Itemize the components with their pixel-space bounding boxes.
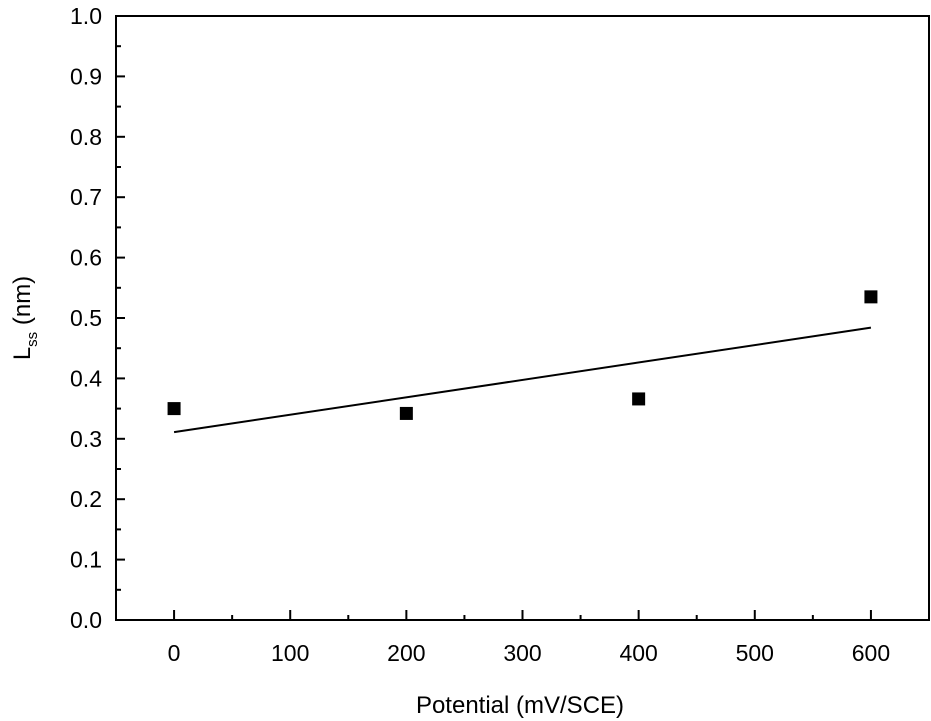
y-tick-label: 0.8	[70, 124, 102, 150]
x-tick-label: 600	[852, 640, 890, 666]
x-tick-label: 400	[619, 640, 657, 666]
y-tick-label: 0.1	[70, 547, 102, 573]
y-tick-label: 1.0	[70, 3, 102, 29]
y-axis-title-subscript: ss	[24, 332, 41, 347]
data-points	[167, 290, 878, 420]
y-tick-label: 0.3	[70, 426, 102, 452]
plot-frame	[115, 15, 930, 621]
fit-line-layer	[173, 326, 872, 434]
y-axis-ticks: 0.0 0.1 0.2 0.3 0.4 0.5 0.6 0.7 0.8 0.9 1.0	[70, 3, 125, 633]
y-tick-label: 0.9	[70, 63, 102, 89]
x-tick-label: 500	[736, 640, 774, 666]
x-tick-label: 200	[387, 640, 425, 666]
x-axis-title: Potential (mV/SCE)	[416, 692, 624, 719]
y-axis-title-unit: (nm)	[9, 276, 36, 332]
fit-line	[173, 326, 872, 434]
y-tick-label: 0.7	[70, 184, 102, 210]
y-axis-title-main: L	[9, 347, 36, 360]
y-tick-label: 0.2	[70, 486, 102, 512]
data-point	[864, 290, 878, 304]
y-tick-label: 0.4	[70, 365, 102, 391]
x-tick-label: 100	[271, 640, 309, 666]
x-axis-ticks: 0 100 200 300 400 500 600	[168, 610, 890, 666]
data-point	[632, 392, 646, 406]
data-point	[167, 402, 181, 416]
y-tick-label: 0.5	[70, 305, 102, 331]
y-tick-label: 0.0	[70, 607, 102, 633]
y-tick-label: 0.6	[70, 245, 102, 271]
data-point	[399, 406, 413, 420]
x-tick-label: 300	[503, 640, 541, 666]
y-axis-title: Lss (nm)	[9, 276, 41, 360]
x-tick-label: 0	[168, 640, 181, 666]
